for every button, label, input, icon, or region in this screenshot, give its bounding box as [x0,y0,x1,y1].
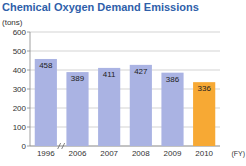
title: Chemical Oxygen Demand Emissions [2,1,199,13]
bar [193,82,215,146]
bar [98,68,120,146]
bars [35,59,216,146]
x-label: (FY) [231,150,245,158]
grid-line [30,51,220,52]
data-label: 411 [103,70,116,79]
data-label: 458 [39,61,53,70]
tick [27,146,30,147]
category-label: 2006 [69,149,87,158]
category-label: 2008 [132,149,150,158]
data-label: 386 [166,75,180,84]
category-label: 2010 [195,149,213,158]
grid-line [30,32,220,33]
tick-label: 600 [13,28,27,37]
bar [66,72,88,146]
tick [27,127,30,128]
tick-label: 300 [13,85,27,94]
bar [35,59,57,146]
grid-line [30,89,220,90]
bar [130,65,152,146]
y-label: (tons) [2,18,23,27]
tick [27,89,30,90]
data-label: 427 [134,67,148,76]
bar [161,73,183,146]
tick-label: 400 [13,66,27,75]
x-axis [30,146,220,147]
tick-label: 200 [13,104,27,113]
tick [27,32,30,33]
axis-break [58,143,65,149]
chart: Chemical Oxygen Demand Emissions (tons) 0 1… [0,0,246,166]
category-label: 2009 [164,149,182,158]
grid-line [30,108,220,109]
tick-label: 100 [13,123,27,132]
category-label: 2007 [100,149,118,158]
tick [27,70,30,71]
tick-label: 0 [22,142,27,151]
grid-line [30,127,220,128]
tick [27,108,30,109]
grid-line [30,70,220,71]
data-label: 389 [71,74,85,83]
category-label: 1996 [37,149,55,158]
tick [27,51,30,52]
grid-line [30,146,220,147]
y-axis [30,32,31,146]
data-label: 336 [197,84,211,93]
tick-label: 500 [13,47,27,56]
